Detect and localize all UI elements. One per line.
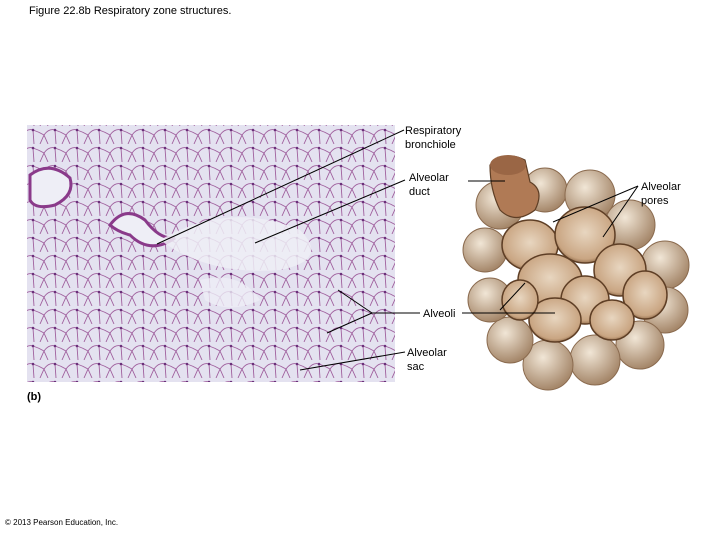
leader-lines <box>156 129 639 371</box>
label-alveolar-duct: Alveolar duct <box>409 172 449 198</box>
label-alveolar-sac: Alveolar sac <box>407 347 447 373</box>
label-alveolar-pores: Alveolar pores <box>641 181 681 207</box>
panel-label: (b) <box>27 391 42 403</box>
figure-title: Figure 22.8b Respiratory zone structures… <box>29 5 232 17</box>
copyright: © 2013 Pearson Education, Inc. <box>5 518 119 527</box>
label-alveoli: Alveoli <box>423 308 456 320</box>
label-respiratory-bronchiole: Respiratory bronchiole <box>405 125 462 151</box>
alveolar-sac-illustration <box>462 155 690 391</box>
micrograph <box>27 125 395 382</box>
